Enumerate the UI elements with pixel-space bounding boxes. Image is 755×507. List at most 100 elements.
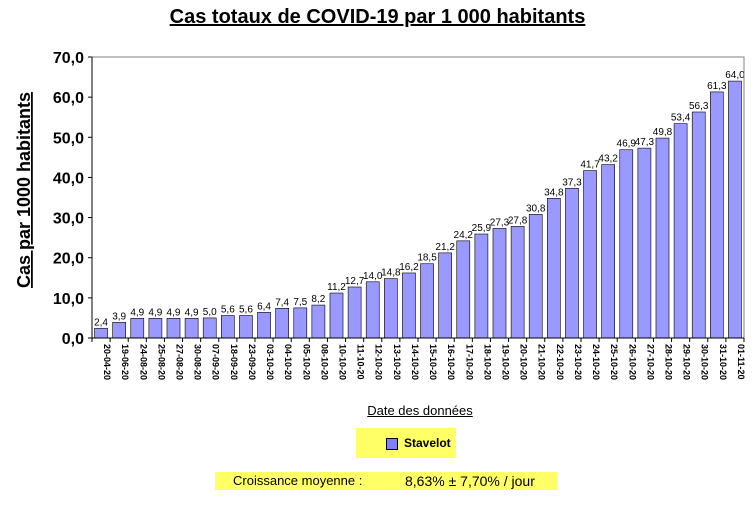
bar — [438, 252, 452, 339]
x-tick-label: 24-10-20 — [591, 344, 601, 380]
bar — [492, 228, 507, 339]
bar-value-label: 16,2 — [399, 262, 419, 273]
x-tick-label: 25-10-20 — [609, 344, 619, 380]
x-tick-label: 29-10-20 — [682, 344, 692, 380]
bar-value-label: 7,4 — [275, 297, 289, 308]
y-tick-label: 60,0 — [53, 90, 84, 107]
x-tick-label: 08-10-20 — [319, 344, 329, 380]
bar-value-label: 4,9 — [148, 307, 162, 318]
bar — [166, 318, 181, 339]
bar-chart: 2,43,9 4,9 4,9 4,9 4,9 5,0 5,6 5,6 6,4 7,4 7,5 8,21… — [14, 50, 746, 380]
bar — [510, 226, 525, 339]
bar — [637, 147, 652, 339]
bar-value-label: 2,4 — [94, 317, 108, 328]
y-tick-label: 20,0 — [53, 251, 84, 268]
bar-value-label: 27,8 — [508, 215, 528, 226]
bar — [239, 315, 253, 339]
bar-value-label: 43,2 — [598, 154, 618, 165]
bar-value-label: 25,9 — [472, 223, 492, 234]
bar-value-label: 64,0 — [725, 70, 745, 81]
bar — [528, 214, 543, 339]
bar — [456, 240, 471, 339]
bar-value-label: 5,6 — [221, 305, 235, 316]
bar-value-label: 5,6 — [239, 305, 253, 316]
bar — [691, 111, 706, 339]
x-tick-label: 01-11-20 — [736, 344, 746, 380]
bar — [311, 304, 326, 339]
x-tick-label: 10-10-20 — [338, 344, 348, 380]
bar — [655, 137, 670, 339]
y-tick-label: 40,0 — [53, 170, 84, 187]
bar-value-label: 4,9 — [167, 307, 181, 318]
growth-value: 8,63% ± 7,70% / jour — [405, 473, 535, 489]
axes-layer: 0,0 10,0 20,0 30,0 40,0 50,0 60,0 70,0 20-04-20 1… — [53, 50, 746, 380]
y-tick-label: 0,0 — [62, 331, 84, 348]
bar — [202, 317, 217, 339]
bar-value-label: 53,4 — [671, 113, 691, 124]
bar — [130, 318, 145, 339]
x-tick-label: 14-10-20 — [410, 344, 420, 380]
x-tick-label: 18-10-20 — [482, 344, 492, 380]
bar — [619, 149, 634, 339]
x-tick-label: 22-10-20 — [555, 344, 565, 380]
x-tick-label: 16-10-20 — [446, 344, 456, 380]
bar — [347, 286, 362, 339]
bar-value-label: 41,7 — [580, 160, 600, 171]
legend: Stavelot — [356, 428, 456, 458]
y-tick-label: 70,0 — [53, 50, 84, 67]
bar — [365, 281, 380, 339]
x-tick-label: 03-10-20 — [265, 344, 275, 380]
x-tick-label: 20-04-20 — [102, 344, 112, 380]
x-tick-label: 15-10-20 — [428, 344, 438, 380]
bar — [601, 164, 615, 339]
bar-value-label: 18,5 — [417, 253, 437, 264]
bar-value-label: 14,8 — [381, 268, 401, 279]
bar — [673, 123, 688, 339]
bar — [293, 307, 308, 339]
x-tick-label: 11-10-20 — [356, 344, 366, 380]
bar — [565, 187, 579, 339]
bar-value-label: 46,9 — [617, 139, 637, 150]
bar-value-label: 7,5 — [293, 297, 307, 308]
y-axis-label: Cas par 1000 habitants — [14, 92, 34, 288]
x-tick-label: 21-10-20 — [537, 344, 547, 380]
x-tick-label: 23-09-20 — [247, 344, 257, 380]
bar-value-label: 14,0 — [363, 271, 383, 282]
bar — [221, 315, 235, 339]
x-tick-label: 04-10-20 — [283, 344, 293, 380]
x-tick-label: 27-10-20 — [645, 344, 655, 380]
bar-value-label: 6,4 — [257, 301, 271, 312]
x-tick-label: 05-10-20 — [301, 344, 311, 380]
bar — [710, 91, 724, 339]
bar — [184, 318, 199, 339]
x-tick-label: 17-10-20 — [464, 344, 474, 380]
bar-value-label: 3,9 — [112, 311, 126, 322]
bar — [384, 278, 398, 339]
bar-value-label: 61,3 — [707, 81, 727, 92]
bar-value-label: 12,7 — [345, 276, 365, 287]
x-tick-label: 25-08-20 — [156, 344, 166, 380]
y-tick-label: 10,0 — [53, 291, 84, 308]
y-tick-label: 30,0 — [53, 211, 84, 228]
growth-label: Croissance moyenne : — [233, 473, 363, 488]
bar-value-label: 4,9 — [130, 307, 144, 318]
x-tick-label: 20-10-20 — [519, 344, 529, 380]
bar-value-label: 27,3 — [490, 217, 510, 228]
x-tick-label: 19-10-20 — [501, 344, 511, 380]
bar-value-label: 34,8 — [544, 187, 564, 198]
bar — [474, 233, 489, 339]
bar — [112, 322, 126, 339]
x-tick-label: 28-10-20 — [664, 344, 674, 380]
x-tick-label: 31-10-20 — [718, 344, 728, 380]
bar — [275, 307, 289, 339]
x-tick-label: 23-10-20 — [573, 344, 583, 380]
bar — [420, 263, 434, 339]
bar — [329, 292, 344, 339]
bar — [728, 80, 742, 339]
bar-value-label: 8,2 — [311, 294, 325, 305]
bar-value-label: 47,3 — [635, 137, 655, 148]
x-tick-label: 27-08-20 — [175, 344, 185, 380]
bar-value-label: 4,9 — [185, 307, 199, 318]
bar — [94, 328, 108, 339]
x-tick-label: 30-08-20 — [193, 344, 203, 380]
